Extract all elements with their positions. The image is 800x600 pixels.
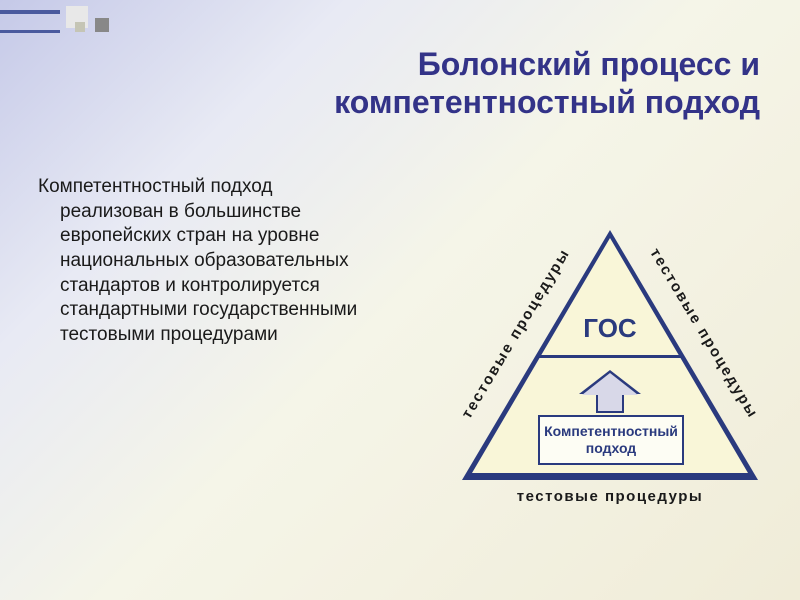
side-label-bottom: тестовые процедуры — [510, 488, 710, 505]
triangle-divider — [538, 355, 684, 358]
slide-title: Болонский процесс и компетентностный под… — [334, 45, 760, 122]
triangle-diagram: ГОС Компетентностный подход тестовые про… — [440, 195, 770, 525]
competency-box: Компетентностный подход — [538, 415, 684, 465]
arrow-up-icon — [582, 373, 638, 413]
box-line-2: подход — [544, 440, 678, 457]
title-line-2: компетентностный подход — [334, 83, 760, 121]
title-line-1: Болонский процесс и — [334, 45, 760, 83]
body-paragraph: Компетентностный подход реализован в бол… — [38, 175, 378, 348]
triangle-top-label: ГОС — [560, 313, 660, 344]
box-line-1: Компетентностный — [544, 423, 678, 440]
